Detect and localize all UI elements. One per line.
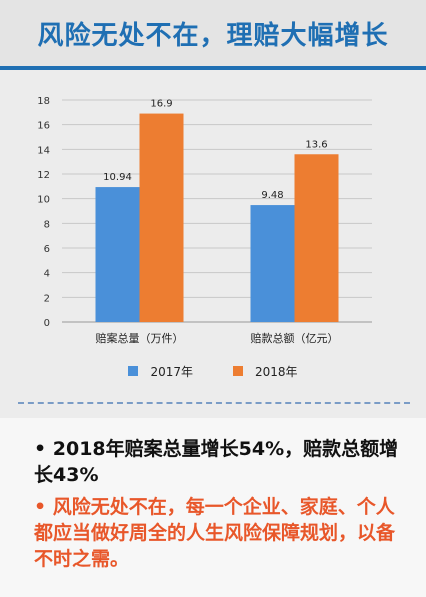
bar-2018 bbox=[139, 113, 184, 322]
legend-swatch-2018 bbox=[233, 366, 243, 376]
y-tick-label: 8 bbox=[44, 219, 50, 230]
y-tick-label: 4 bbox=[44, 269, 50, 280]
legend-item-2018: 2018年 bbox=[233, 363, 298, 380]
bar-2017 bbox=[250, 205, 295, 322]
data-label: 10.94 bbox=[103, 172, 132, 183]
data-label: 9.48 bbox=[261, 190, 283, 201]
x-category-label: 赔案总量（万件） bbox=[96, 331, 184, 345]
chart-legend: 2017年 2018年 bbox=[0, 360, 426, 382]
y-tick-label: 0 bbox=[44, 318, 50, 329]
bar-chart: 0 2 4 6 8 10 12 14 16 18 10.94 16.9 赔案总量（万件） 9.48 13.6… bbox=[0, 76, 426, 396]
y-tick-label: 14 bbox=[37, 145, 50, 156]
bar-chart-svg: 0 2 4 6 8 10 12 14 16 18 10.94 16.9 赔案总量（万件） 9.48 13.6… bbox=[37, 96, 372, 345]
y-tick-label: 12 bbox=[37, 170, 50, 181]
bar-2018 bbox=[294, 154, 339, 322]
y-tick-label: 16 bbox=[37, 121, 50, 132]
legend-label-2018: 2018年 bbox=[255, 364, 298, 379]
legend-swatch-2017 bbox=[128, 366, 139, 376]
title-underline bbox=[0, 66, 426, 70]
dashed-divider bbox=[18, 402, 410, 404]
data-label: 13.6 bbox=[305, 139, 327, 150]
summary-bullet-advice: • 风险无处不在，每一个企业、家庭、个人都应当做好周全的人生风险保障规划，以备不… bbox=[34, 496, 396, 570]
legend-label-2017: 2017年 bbox=[150, 364, 193, 379]
summary-bullet-growth: • 2018年赔案总量增长54%，赔款总额增长43% bbox=[34, 438, 399, 486]
page-title: 风险无处不在，理赔大幅增长 bbox=[0, 0, 426, 66]
data-label: 16.9 bbox=[150, 99, 172, 110]
bar-2017 bbox=[95, 187, 140, 322]
y-tick-label: 18 bbox=[37, 96, 50, 107]
y-tick-label: 6 bbox=[44, 244, 50, 255]
x-category-label: 赔款总额（亿元） bbox=[251, 331, 339, 345]
legend-item-2017: 2017年 bbox=[128, 363, 193, 380]
y-tick-label: 10 bbox=[37, 195, 50, 206]
summary-box bbox=[0, 418, 426, 597]
y-tick-label: 2 bbox=[44, 293, 50, 304]
